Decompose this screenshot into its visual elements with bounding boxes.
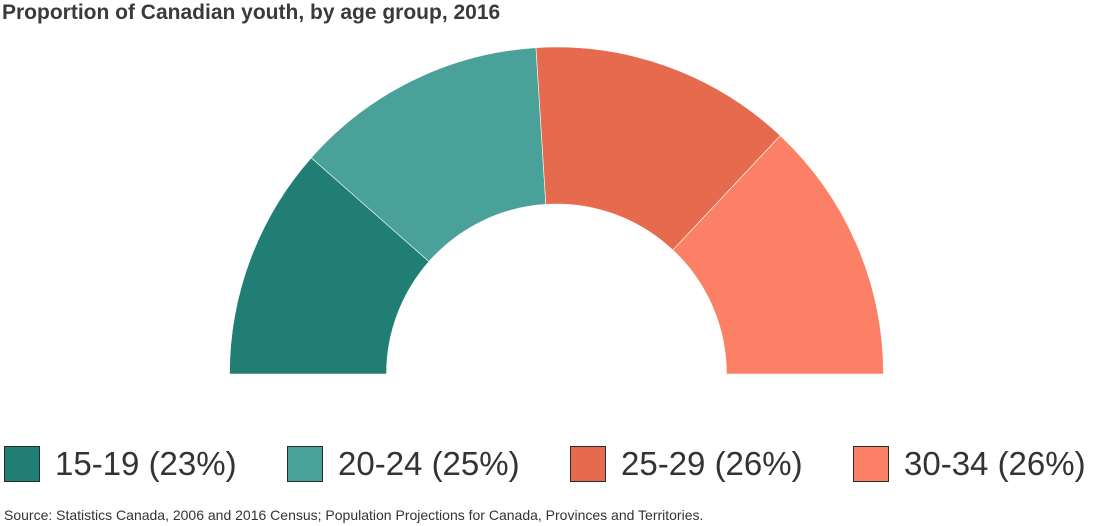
slice-30-34 [672,135,884,375]
source-note: Source: Statistics Canada, 2006 and 2016… [4,507,704,523]
legend-label-15-19: 15-19 (23%) [55,445,237,482]
legend-item-15-19: 15-19 (23%) [4,441,237,487]
slice-25-29 [535,46,781,251]
legend-swatch-25-29 [570,446,606,482]
legend: 15-19 (23%) 20-24 (25%) 25-29 (26%) 30-3… [4,441,1111,487]
legend-label-30-34: 30-34 (26%) [904,445,1086,482]
legend-label-25-29: 25-29 (26%) [621,445,803,482]
legend-label-20-24: 20-24 (25%) [338,445,520,482]
slice-20-24 [310,47,547,263]
legend-swatch-20-24 [287,446,323,482]
legend-swatch-30-34 [853,446,889,482]
slices-group [229,46,884,375]
legend-item-25-29: 25-29 (26%) [570,441,803,487]
legend-swatch-15-19 [4,446,40,482]
legend-item-20-24: 20-24 (25%) [287,441,520,487]
chart-title: Proportion of Canadian youth, by age gro… [2,1,501,24]
semi-donut-chart [229,46,884,375]
legend-item-30-34: 30-34 (26%) [853,441,1086,487]
